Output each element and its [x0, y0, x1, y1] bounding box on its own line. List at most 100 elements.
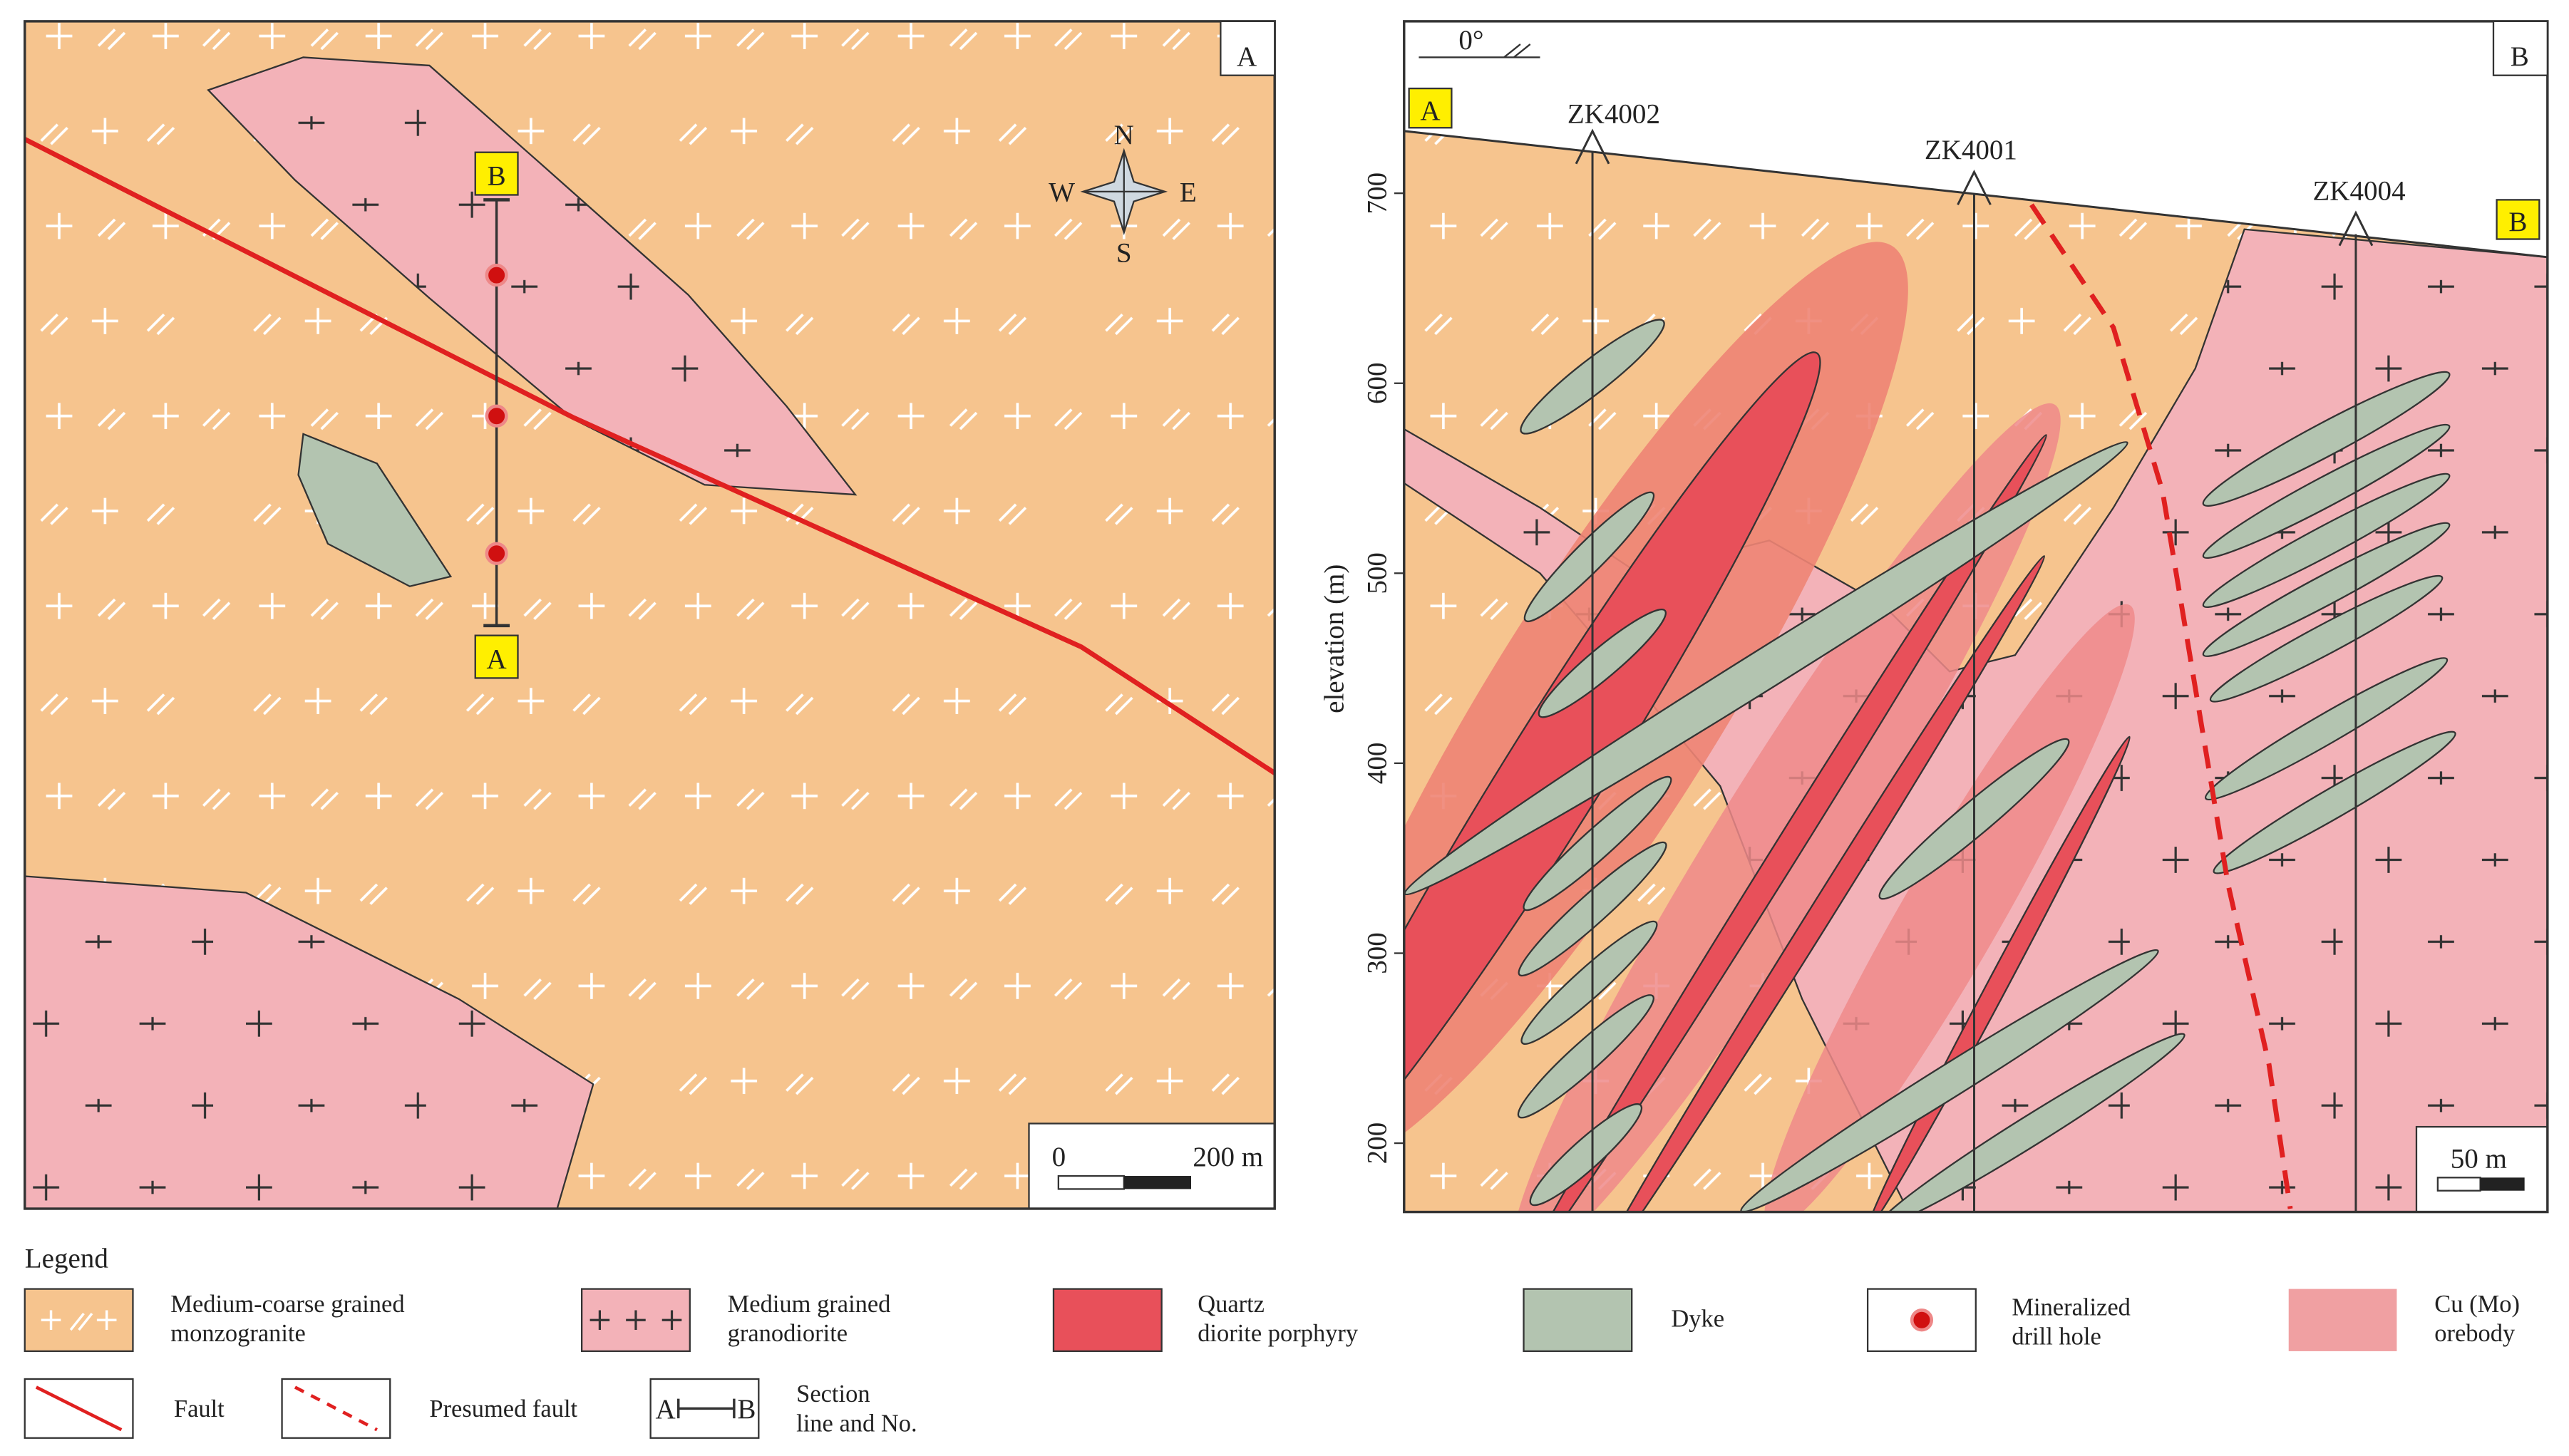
section-label-box [474, 151, 519, 196]
legend-label: Cu (Mo) [2434, 1291, 2520, 1318]
legend: Legend A B Medium-coarse grainedmonzogra… [24, 1244, 2520, 1439]
section-label-box [1408, 87, 1453, 129]
scale-zero: 0 [1052, 1142, 1066, 1172]
dyke [2202, 423, 2451, 559]
legend-label: monzogranite [170, 1320, 306, 1347]
section-label-box [474, 634, 519, 679]
dyke [1878, 1033, 2186, 1212]
dyke [2202, 473, 2451, 609]
y-axis-label: elevation (m) [1319, 564, 1350, 713]
legend-label: Quartz [1198, 1291, 1265, 1318]
dyke [1523, 775, 1672, 912]
drill-hole-label: ZK4001 [1925, 135, 2017, 165]
panel-label-box [2492, 20, 2548, 76]
scale-box [1028, 1122, 1276, 1210]
legend-section-start: A [656, 1394, 676, 1425]
compass-n: N [1114, 120, 1134, 150]
legend-drill-hole [1910, 1308, 1934, 1332]
legend-fault [35, 1385, 123, 1432]
panel-label: B [2511, 41, 2529, 72]
presumed-fault [2029, 203, 2293, 1209]
dykes [1404, 319, 2456, 1212]
section-end-label: A [1420, 95, 1440, 126]
legend-label: Medium grained [728, 1291, 891, 1318]
section-start-label: A [487, 644, 507, 675]
legend-pattern [590, 1310, 682, 1331]
legend-label: granodiorite [728, 1320, 848, 1347]
panel-a: B A N S E W 0 200 m A [24, 20, 1277, 1210]
legend-label: Dyke [1671, 1305, 1724, 1332]
compass-e: E [1180, 177, 1197, 208]
section-end-label: B [488, 161, 506, 192]
north-arrow [1419, 43, 1540, 58]
y-axis: 700 600 500 400 300 200 [1361, 172, 1404, 1164]
dyke [2202, 522, 2451, 657]
drill-hole [1957, 169, 1992, 1212]
dyke [2204, 657, 2449, 801]
scale-length: 50 m [2451, 1144, 2507, 1174]
scale-length: 200 m [1193, 1142, 1263, 1172]
y-tick-label: 200 [1361, 1122, 1392, 1165]
dyke [1520, 920, 1658, 1045]
quartz-diorite-porphyry [1592, 554, 2046, 1212]
granodiorite-pattern [24, 876, 594, 1209]
legend-pattern [41, 1310, 117, 1331]
section-end-ticks [483, 198, 510, 628]
panel-label-box [1220, 20, 1276, 76]
legend-swatch [649, 1378, 760, 1439]
drill-holes [485, 263, 508, 565]
legend-label: Mineralized [2012, 1294, 2131, 1321]
panel-b: ZK4002 ZK4001 ZK4004 0° A B 700 600 500 400… [1319, 20, 2549, 1214]
legend-presumed-fault [294, 1385, 378, 1432]
legend-swatch [1052, 1288, 1163, 1353]
panel-label: A [1237, 41, 1257, 72]
y-tick-label: 400 [1361, 743, 1392, 785]
y-tick-label: 300 [1361, 932, 1392, 974]
topography [1404, 130, 2548, 259]
legend-swatch [1523, 1288, 1633, 1353]
drill-hole-traces [1575, 128, 2374, 1212]
scale-bar [2436, 1177, 2481, 1192]
mineralized-drill-hole [485, 263, 508, 287]
legend-label: orebody [2434, 1320, 2516, 1347]
scale-bar [1057, 1174, 1125, 1190]
scale-bar [1123, 1176, 1192, 1189]
legend-label: drill hole [2012, 1323, 2101, 1351]
legend-label: Medium-coarse grained [170, 1291, 404, 1318]
dyke [1517, 994, 1654, 1119]
y-tick-label: 600 [1361, 362, 1392, 404]
quartz-diorite-porphyry [1404, 351, 1821, 1189]
y-tick-label: 700 [1361, 172, 1392, 215]
panel-frame [24, 20, 1276, 1210]
granodiorite-pattern [208, 57, 855, 495]
legend-swatch [2288, 1289, 2397, 1351]
scale-bar [2480, 1177, 2525, 1191]
mineralized-drill-hole [485, 404, 508, 428]
compass-axes [1083, 150, 1165, 233]
legend-label: diorite porphyry [1198, 1320, 1359, 1347]
dyke [297, 433, 453, 587]
north-label: 0° [1458, 25, 1483, 56]
legend-label: Presumed fault [429, 1395, 577, 1423]
compass-w: W [1049, 177, 1075, 208]
legend-label: line and No. [796, 1410, 917, 1437]
section-end-label: B [2508, 207, 2527, 237]
y-tick-label: 500 [1361, 552, 1392, 594]
legend-label: Section [796, 1380, 870, 1408]
drill-hole [1575, 128, 1610, 1212]
dyke [2213, 730, 2456, 874]
mineralized-drill-hole [485, 542, 508, 565]
legend-section-line [676, 1398, 736, 1419]
legend-section-end: B [737, 1394, 756, 1425]
fault [24, 137, 1277, 775]
dyke [1523, 491, 1655, 623]
quartz-diorite-porphyry [1524, 434, 2048, 1212]
dyke [1529, 1103, 1643, 1207]
legend-label: Fault [174, 1395, 225, 1423]
compass-s: S [1116, 238, 1132, 269]
drill-hole-label: ZK4002 [1567, 98, 1660, 129]
scale-box [2415, 1125, 2548, 1213]
dyke [2202, 371, 2451, 507]
